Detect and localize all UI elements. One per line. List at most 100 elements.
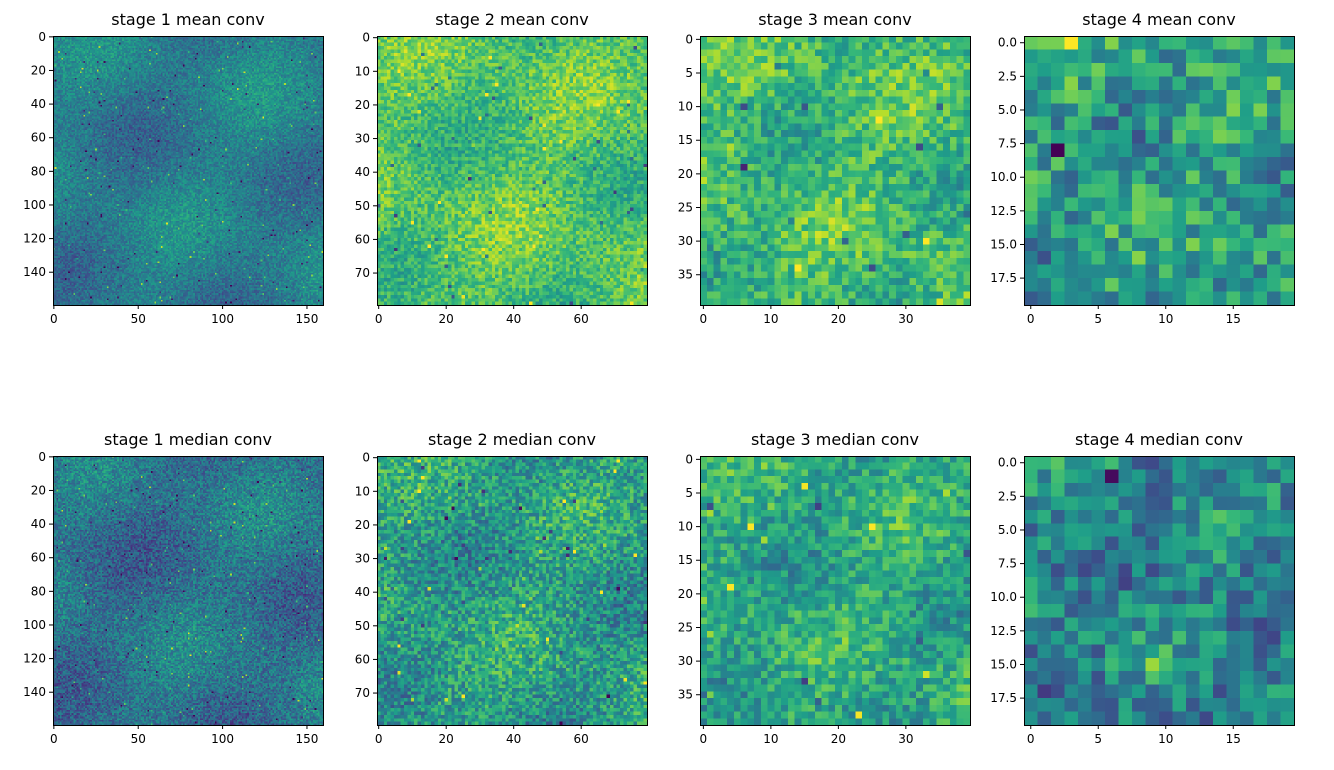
axes-frame: [377, 36, 648, 306]
axes-frame: [53, 36, 324, 306]
y-tick-label: 100: [23, 618, 46, 632]
x-tick-label: 100: [211, 312, 234, 326]
y-tick-label: 25: [678, 200, 693, 214]
subplot-5: stage 1 median conv 0 50 100 150 0 20 40 60 80 100…: [23, 430, 324, 746]
subplot-8: stage 4 median conv 0 5 10 15 0.0 2.5 5.0 7.5 10.…: [990, 430, 1295, 746]
subplot-title: stage 3 mean conv: [758, 10, 912, 29]
axes-frame: [700, 36, 971, 306]
y-tick-label: 17.5: [990, 691, 1017, 705]
x-tick-label: 0: [700, 312, 708, 326]
x-tick-label: 20: [439, 312, 454, 326]
x-tick-label: 15: [1226, 732, 1241, 746]
x-tick-label: 10: [763, 732, 778, 746]
axis-ticks: 0 5 10 15 0.0 2.5 5.0 7.5 10.0 12.5 15.0 17.5: [990, 36, 1241, 326]
heatmap-image: [53, 36, 323, 305]
x-tick-label: 15: [1226, 312, 1241, 326]
subplot-1: stage 1 mean conv 0 50 100 150 0 20 40 60 80 100 12…: [23, 10, 324, 326]
x-tick-label: 0: [375, 732, 383, 746]
y-tick-label: 40: [355, 165, 370, 179]
y-tick-label: 60: [31, 551, 46, 565]
y-tick-label: 2.5: [998, 489, 1017, 503]
subplot-title: stage 4 median conv: [1074, 430, 1244, 449]
y-tick-label: 60: [31, 131, 46, 145]
x-tick-label: 10: [763, 312, 778, 326]
heatmap-image: [377, 36, 647, 305]
x-tick-label: 50: [131, 732, 146, 746]
y-tick-label: 120: [23, 652, 46, 666]
y-tick-label: 0: [362, 451, 370, 465]
subplot-title: stage 2 mean conv: [435, 10, 589, 29]
y-tick-label: 7.5: [998, 557, 1017, 571]
y-tick-label: 17.5: [990, 271, 1017, 285]
y-tick-label: 30: [678, 654, 693, 668]
y-tick-label: 140: [23, 685, 46, 699]
y-tick-label: 50: [355, 619, 370, 633]
x-tick-label: 0: [1027, 732, 1035, 746]
y-tick-label: 5.0: [998, 523, 1017, 537]
x-tick-label: 20: [831, 312, 846, 326]
subplot-2: stage 2 mean conv 0 20 40 60 0 10 20 30 40 50 60 70: [355, 10, 648, 326]
heatmap-image: [53, 456, 323, 725]
axes-frame: [700, 456, 971, 726]
y-tick-label: 15.0: [990, 237, 1017, 251]
heatmap-image: [1024, 36, 1294, 305]
y-tick-label: 30: [355, 552, 370, 566]
y-tick-label: 0: [685, 32, 693, 46]
y-tick-label: 35: [678, 688, 693, 702]
y-tick-label: 40: [31, 517, 46, 531]
x-tick-label: 60: [574, 732, 589, 746]
x-tick-label: 60: [574, 312, 589, 326]
x-tick-label: 0: [375, 312, 383, 326]
x-tick-label: 40: [506, 312, 521, 326]
axis-ticks: 0 10 20 30 0 5 10 15 20 25 30 35: [678, 32, 914, 326]
y-tick-label: 40: [355, 585, 370, 599]
y-tick-label: 70: [355, 686, 370, 700]
y-tick-label: 15: [678, 133, 693, 147]
x-tick-label: 50: [131, 312, 146, 326]
y-tick-label: 50: [355, 199, 370, 213]
y-tick-label: 30: [355, 132, 370, 146]
y-tick-label: 60: [355, 652, 370, 666]
y-tick-label: 20: [678, 587, 693, 601]
y-tick-label: 60: [355, 232, 370, 246]
subplot-title: stage 2 median conv: [427, 430, 597, 449]
y-tick-label: 100: [23, 198, 46, 212]
y-tick-label: 40: [31, 97, 46, 111]
y-tick-label: 10: [678, 100, 693, 114]
subplot-6: stage 2 median conv 0 20 40 60 0 10 20 30 40 50 60 7…: [355, 430, 648, 746]
x-tick-label: 30: [898, 732, 913, 746]
y-tick-label: 70: [355, 266, 370, 280]
y-tick-label: 20: [355, 98, 370, 112]
y-tick-label: 0: [685, 452, 693, 466]
y-tick-label: 15.0: [990, 657, 1017, 671]
x-tick-label: 10: [1158, 312, 1173, 326]
y-tick-label: 20: [31, 63, 46, 77]
x-tick-label: 100: [211, 732, 234, 746]
subplot-7: stage 3 median conv 0 10 20 30 0 5 10 15 20 25 30 35: [678, 430, 971, 746]
y-tick-label: 2.5: [998, 69, 1017, 83]
y-tick-label: 30: [678, 234, 693, 248]
y-tick-label: 120: [23, 232, 46, 246]
x-tick-label: 40: [506, 732, 521, 746]
x-tick-label: 150: [296, 312, 319, 326]
y-tick-label: 20: [31, 483, 46, 497]
x-tick-label: 150: [296, 732, 319, 746]
subplot-title: stage 4 mean conv: [1082, 10, 1236, 29]
axes-frame: [53, 456, 324, 726]
y-tick-label: 10.0: [990, 170, 1017, 184]
x-tick-label: 5: [1094, 732, 1102, 746]
axis-ticks: 0 5 10 15 0.0 2.5 5.0 7.5 10.0 12.5 15.0 17.5: [990, 456, 1241, 746]
subplot-title: stage 3 median conv: [750, 430, 920, 449]
axes-frame: [377, 456, 648, 726]
y-tick-label: 80: [31, 164, 46, 178]
subplot-3: stage 3 mean conv 0 10 20 30 0 5 10 15 20 25 30 35: [678, 10, 971, 326]
y-tick-label: 15: [678, 553, 693, 567]
x-tick-label: 0: [50, 312, 58, 326]
x-tick-label: 0: [1027, 312, 1035, 326]
axis-ticks: 0 20 40 60 0 10 20 30 40 50 60 70: [355, 31, 589, 326]
axis-ticks: 0 20 40 60 0 10 20 30 40 50 60 70: [355, 451, 589, 746]
x-tick-label: 0: [700, 732, 708, 746]
subplot-title: stage 1 mean conv: [111, 10, 265, 29]
y-tick-label: 10.0: [990, 590, 1017, 604]
y-tick-label: 5: [685, 486, 693, 500]
